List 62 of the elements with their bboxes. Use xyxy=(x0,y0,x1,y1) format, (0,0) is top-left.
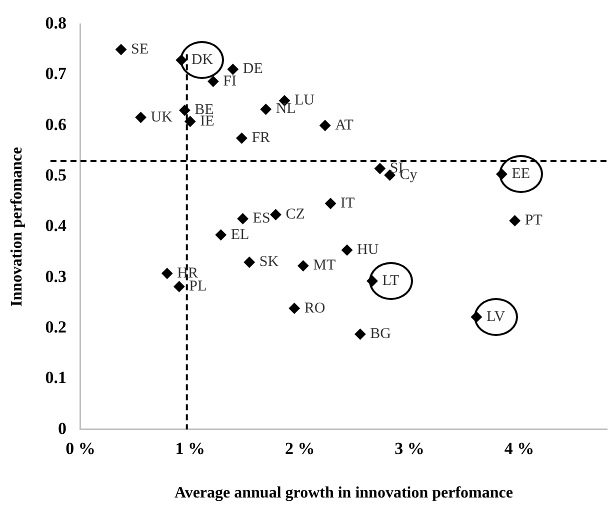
x-tick-label: 1 % xyxy=(175,438,206,458)
point xyxy=(244,256,255,268)
point xyxy=(227,64,238,75)
x-tick-label: 4 % xyxy=(504,438,534,458)
y-tick-label: 0.2 xyxy=(45,317,66,336)
y-axis-title: Innovation perfomance xyxy=(8,147,26,307)
point xyxy=(320,120,331,131)
point xyxy=(162,268,173,279)
annotation: RO xyxy=(304,300,326,316)
annotation: PL xyxy=(189,278,207,295)
annotation: UK xyxy=(150,109,173,126)
annotation: FI xyxy=(223,73,237,90)
annotation: SE xyxy=(131,41,149,58)
point xyxy=(179,104,190,116)
annotation: CZ xyxy=(286,206,305,223)
point xyxy=(236,132,248,144)
annotation: DK xyxy=(191,52,214,68)
point xyxy=(208,76,219,87)
y-tick-label: 0.7 xyxy=(45,64,67,84)
point xyxy=(298,260,309,272)
y-tick-label: 0 xyxy=(58,418,66,438)
annotation: FR xyxy=(252,130,270,146)
y-tick-label: 0.1 xyxy=(45,368,66,388)
point xyxy=(342,244,353,256)
point xyxy=(374,163,386,174)
y-tick-label: 0.8 xyxy=(45,14,66,33)
x-axis-title: Average annual growth in innovation perfomance xyxy=(174,484,513,502)
point xyxy=(135,112,146,123)
point xyxy=(288,302,300,314)
y-tick-label: 0.3 xyxy=(45,266,66,286)
point xyxy=(215,229,226,240)
point xyxy=(354,328,366,340)
annotation: HR xyxy=(177,265,198,282)
annotation: MT xyxy=(313,258,336,274)
annotation: LT xyxy=(382,272,400,289)
annotation: NL xyxy=(276,101,296,118)
annotation: AT xyxy=(335,117,354,134)
annotation: LV xyxy=(486,308,506,325)
annotation: ES xyxy=(252,210,270,227)
y-tick-label: 0.4 xyxy=(45,216,67,236)
x-tick-label: 0 % xyxy=(66,438,96,458)
annotation: EL xyxy=(230,226,250,243)
annotation: LU xyxy=(294,92,315,109)
point xyxy=(184,116,196,127)
y-tick-label: 0.6 xyxy=(45,114,66,134)
point xyxy=(174,281,185,292)
point xyxy=(237,213,248,224)
annotation: IT xyxy=(340,195,355,212)
point xyxy=(270,209,282,220)
annotation: HU xyxy=(357,242,379,258)
point xyxy=(509,215,520,226)
point xyxy=(116,44,127,56)
annotation: DE xyxy=(242,61,263,78)
annotation: BG xyxy=(370,326,392,342)
y-tick-label: 0.5 xyxy=(45,166,66,185)
point xyxy=(260,104,272,115)
x-tick-label: 3 % xyxy=(394,438,424,458)
annotation: EE xyxy=(512,166,530,182)
point xyxy=(325,198,336,209)
annotation: SK xyxy=(259,254,279,270)
annotation: PT xyxy=(524,212,542,229)
x-tick-label: 2 % xyxy=(284,438,315,458)
